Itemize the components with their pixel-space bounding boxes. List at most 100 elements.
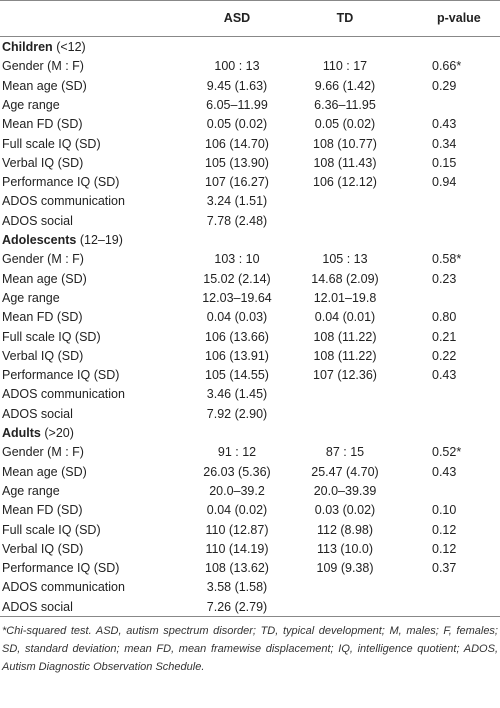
cell-value: 0.04 (0.03) — [206, 310, 268, 325]
cell-value: 0.58* — [432, 252, 462, 267]
row-label: Full scale IQ (SD) — [2, 136, 101, 151]
cell-value: 0.04 (0.01) — [314, 310, 376, 325]
row-label: Performance IQ (SD) — [2, 368, 120, 383]
cell-value: 0.22 — [432, 348, 457, 363]
cell-value: 9.45 (1.63) — [206, 78, 268, 93]
cell-value: 110 : 17 — [322, 59, 368, 74]
row-label: Gender (M : F) — [2, 445, 84, 460]
row-label: Verbal IQ (SD) — [2, 348, 84, 363]
cell-value: 110 (12.87) — [205, 522, 269, 537]
row-label: Mean age (SD) — [2, 464, 87, 479]
row-label: ADOS communication — [2, 194, 125, 209]
cell-value: 0.15 — [432, 155, 457, 170]
cell-value: 106 (13.91) — [205, 348, 269, 363]
cell-value: 0.34 — [432, 136, 457, 151]
cell-value: 0.29 — [432, 78, 457, 93]
cell-value: 0.43 — [432, 464, 457, 479]
cell-value: 20.0–39.39 — [313, 483, 377, 498]
cell-value: 7.26 (2.79) — [206, 599, 268, 614]
cell-value: 106 (12.12) — [313, 175, 377, 190]
row-label: Age range — [2, 290, 60, 305]
row-label: Mean age (SD) — [2, 271, 87, 286]
cell-value: 112 (8.98) — [316, 522, 374, 537]
cell-value: 0.94 — [432, 175, 457, 190]
cell-value: 0.21 — [432, 329, 457, 344]
cell-value: 106 (14.70) — [205, 136, 269, 151]
section-title-text: Adults — [2, 426, 41, 440]
row-label: Age range — [2, 97, 60, 112]
cell-value: 0.23 — [432, 271, 457, 286]
row-label: Mean FD (SD) — [2, 503, 83, 518]
cell-value: 0.04 (0.02) — [206, 503, 268, 518]
cell-value: 0.37 — [432, 561, 457, 576]
cell-value: 0.03 (0.02) — [314, 503, 376, 518]
cell-value: 87 : 15 — [325, 445, 365, 460]
cell-value: 3.46 (1.45) — [206, 387, 268, 402]
row-label: ADOS communication — [2, 580, 125, 595]
cell-value: 108 (11.22) — [313, 348, 377, 363]
cell-value: 91 : 12 — [217, 445, 257, 460]
section-range: (<12) — [56, 40, 86, 54]
section-title: Adults (>20) — [2, 424, 74, 443]
row-label: Full scale IQ (SD) — [2, 329, 101, 344]
row-label: Mean FD (SD) — [2, 310, 83, 325]
cell-value: 113 (10.0) — [316, 541, 374, 556]
cell-value: 12.01–19.8 — [313, 290, 377, 305]
cell-value: 110 (14.19) — [205, 541, 269, 556]
row-label: ADOS communication — [2, 387, 125, 402]
row-label: Full scale IQ (SD) — [2, 522, 101, 537]
cell-value: 100 : 13 — [214, 59, 260, 74]
row-label: Gender (M : F) — [2, 252, 84, 267]
cell-value: 6.36–11.95 — [314, 97, 376, 112]
cell-value: 108 (10.77) — [313, 136, 377, 151]
cell-value: 0.05 (0.02) — [206, 117, 268, 132]
cell-value: 106 (13.66) — [205, 329, 269, 344]
cell-value: 105 (13.90) — [205, 155, 269, 170]
cell-value: 0.10 — [432, 503, 457, 518]
cell-value: 6.05–11.99 — [206, 97, 268, 112]
section-range: (12–19) — [79, 233, 123, 247]
cell-value: 107 (12.36) — [313, 368, 377, 383]
row-label: Performance IQ (SD) — [2, 561, 120, 576]
row-label: Age range — [2, 483, 60, 498]
cell-value: 0.12 — [432, 541, 457, 556]
row-label: ADOS social — [2, 406, 73, 421]
row-label: Mean FD (SD) — [2, 117, 83, 132]
cell-value: 25.47 (4.70) — [311, 464, 379, 479]
row-label: ADOS social — [2, 599, 73, 614]
column-header: TD — [336, 11, 354, 25]
cell-value: 7.92 (2.90) — [206, 406, 268, 421]
cell-value: 0.52* — [432, 445, 462, 460]
cell-value: 3.58 (1.58) — [206, 580, 268, 595]
footnote: *Chi-squared test. ASD, autism spectrum … — [2, 625, 498, 673]
cell-value: 108 (11.43) — [313, 155, 377, 170]
cell-value: 0.12 — [432, 522, 457, 537]
cell-value: 0.43 — [432, 117, 457, 132]
cell-value: 108 (13.62) — [205, 561, 269, 576]
row-label: Verbal IQ (SD) — [2, 155, 84, 170]
header-rule — [0, 36, 500, 37]
cell-value: 26.03 (5.36) — [203, 464, 271, 479]
cell-value: 109 (9.38) — [316, 561, 374, 576]
row-label: Gender (M : F) — [2, 59, 84, 74]
row-label: ADOS social — [2, 213, 73, 228]
row-label: Verbal IQ (SD) — [2, 541, 84, 556]
bottom-rule — [0, 616, 500, 617]
cell-value: 107 (16.27) — [205, 175, 269, 190]
cell-value: 0.43 — [432, 368, 457, 383]
cell-value: 103 : 10 — [214, 252, 260, 267]
cell-value: 0.66* — [432, 59, 462, 74]
cell-value: 0.80 — [432, 310, 457, 325]
cell-value: 9.66 (1.42) — [314, 78, 376, 93]
row-label: Mean age (SD) — [2, 78, 87, 93]
section-title: Adolescents (12–19) — [2, 231, 123, 250]
cell-value: 7.78 (2.48) — [206, 213, 268, 228]
cell-value: 105 : 13 — [322, 252, 368, 267]
section-title-text: Children — [2, 40, 53, 54]
section-title-text: Adolescents — [2, 233, 77, 247]
cell-value: 12.03–19.64 — [202, 290, 272, 305]
cell-value: 105 (14.55) — [205, 368, 269, 383]
cell-value: 14.68 (2.09) — [311, 271, 379, 286]
column-header: p-value — [437, 11, 481, 25]
